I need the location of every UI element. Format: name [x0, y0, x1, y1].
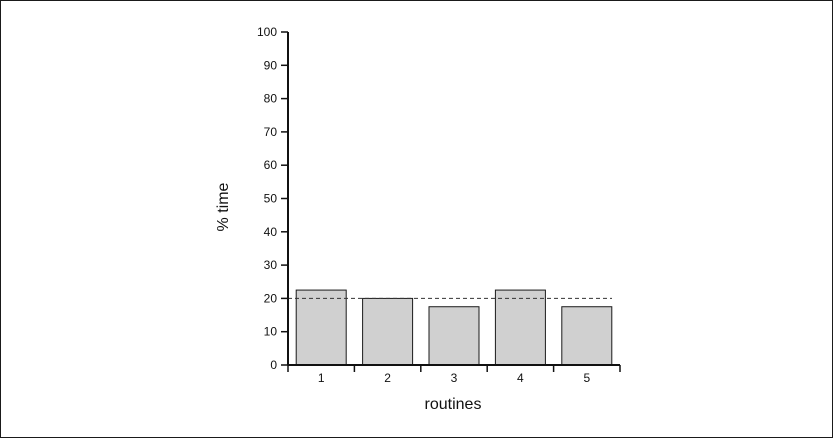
bar-4 [494, 289, 546, 366]
y-tick-label-80: 80 [264, 92, 278, 106]
y-axis-title: % time [215, 182, 232, 231]
y-tick-label-50: 50 [264, 192, 278, 206]
bar-2 [362, 297, 414, 366]
y-tick-label-60: 60 [264, 158, 278, 172]
y-ticks-group: 0 10 20 30 40 50 60 70 80 90 100 [257, 25, 288, 372]
x-tick-label-4: 4 [517, 371, 524, 385]
y-tick-label-10: 10 [264, 325, 278, 339]
bars-group [295, 289, 613, 366]
y-tick-label-30: 30 [264, 258, 278, 272]
x-ticks-group: 1 2 3 4 5 [287, 365, 621, 385]
y-tick-label-0: 0 [270, 358, 277, 372]
x-tick-label-1: 1 [318, 371, 325, 385]
x-tick-label-5: 5 [583, 371, 590, 385]
x-axis-title: routines [425, 396, 482, 413]
x-tick-label-2: 2 [384, 371, 391, 385]
y-tick-label-90: 90 [264, 58, 278, 72]
y-tick-label-20: 20 [264, 291, 278, 305]
y-tick-label-40: 40 [264, 225, 278, 239]
bar-1 [295, 289, 347, 366]
y-tick-label-100: 100 [257, 25, 277, 39]
y-tick-label-70: 70 [264, 125, 278, 139]
x-tick-label-3: 3 [451, 371, 458, 385]
bar-5 [561, 306, 613, 366]
bar-3 [428, 306, 480, 366]
